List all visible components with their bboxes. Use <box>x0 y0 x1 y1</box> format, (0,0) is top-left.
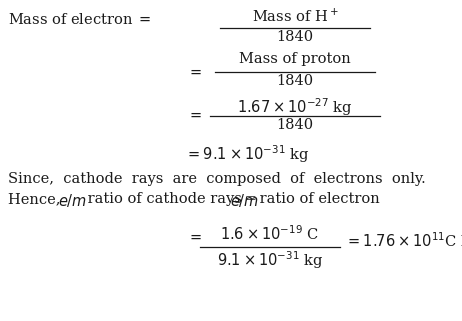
Text: Mass of proton: Mass of proton <box>239 52 351 66</box>
Text: $1.67 \times 10^{-27}$ kg: $1.67 \times 10^{-27}$ kg <box>237 96 353 118</box>
Text: $=$: $=$ <box>187 230 203 244</box>
Text: ratio of electron: ratio of electron <box>255 192 380 206</box>
Text: $=$: $=$ <box>187 108 203 122</box>
Text: $= 9.1 \times 10^{-31}$ kg: $= 9.1 \times 10^{-31}$ kg <box>185 143 310 165</box>
Text: $1.6 \times 10^{-19}$ C: $1.6 \times 10^{-19}$ C <box>220 224 320 243</box>
Text: Mass of electron $=$: Mass of electron $=$ <box>8 12 152 27</box>
Text: ratio of cathode rays =: ratio of cathode rays = <box>83 192 260 206</box>
Text: Since,  cathode  rays  are  composed  of  electrons  only.: Since, cathode rays are composed of elec… <box>8 172 426 186</box>
Text: $e/m$: $e/m$ <box>230 192 259 209</box>
Text: 1840: 1840 <box>276 118 314 132</box>
Text: $=$: $=$ <box>187 65 203 79</box>
Text: $9.1 \times 10^{-31}$ kg: $9.1 \times 10^{-31}$ kg <box>217 249 323 271</box>
Text: $= 1.76 \times 10^{11}$C kg$^{-1}$: $= 1.76 \times 10^{11}$C kg$^{-1}$ <box>345 230 462 252</box>
Text: Mass of H$^+$: Mass of H$^+$ <box>252 8 338 25</box>
Text: 1840: 1840 <box>276 74 314 88</box>
Text: $e/m$: $e/m$ <box>58 192 87 209</box>
Text: 1840: 1840 <box>276 30 314 44</box>
Text: Hence,: Hence, <box>8 192 65 206</box>
